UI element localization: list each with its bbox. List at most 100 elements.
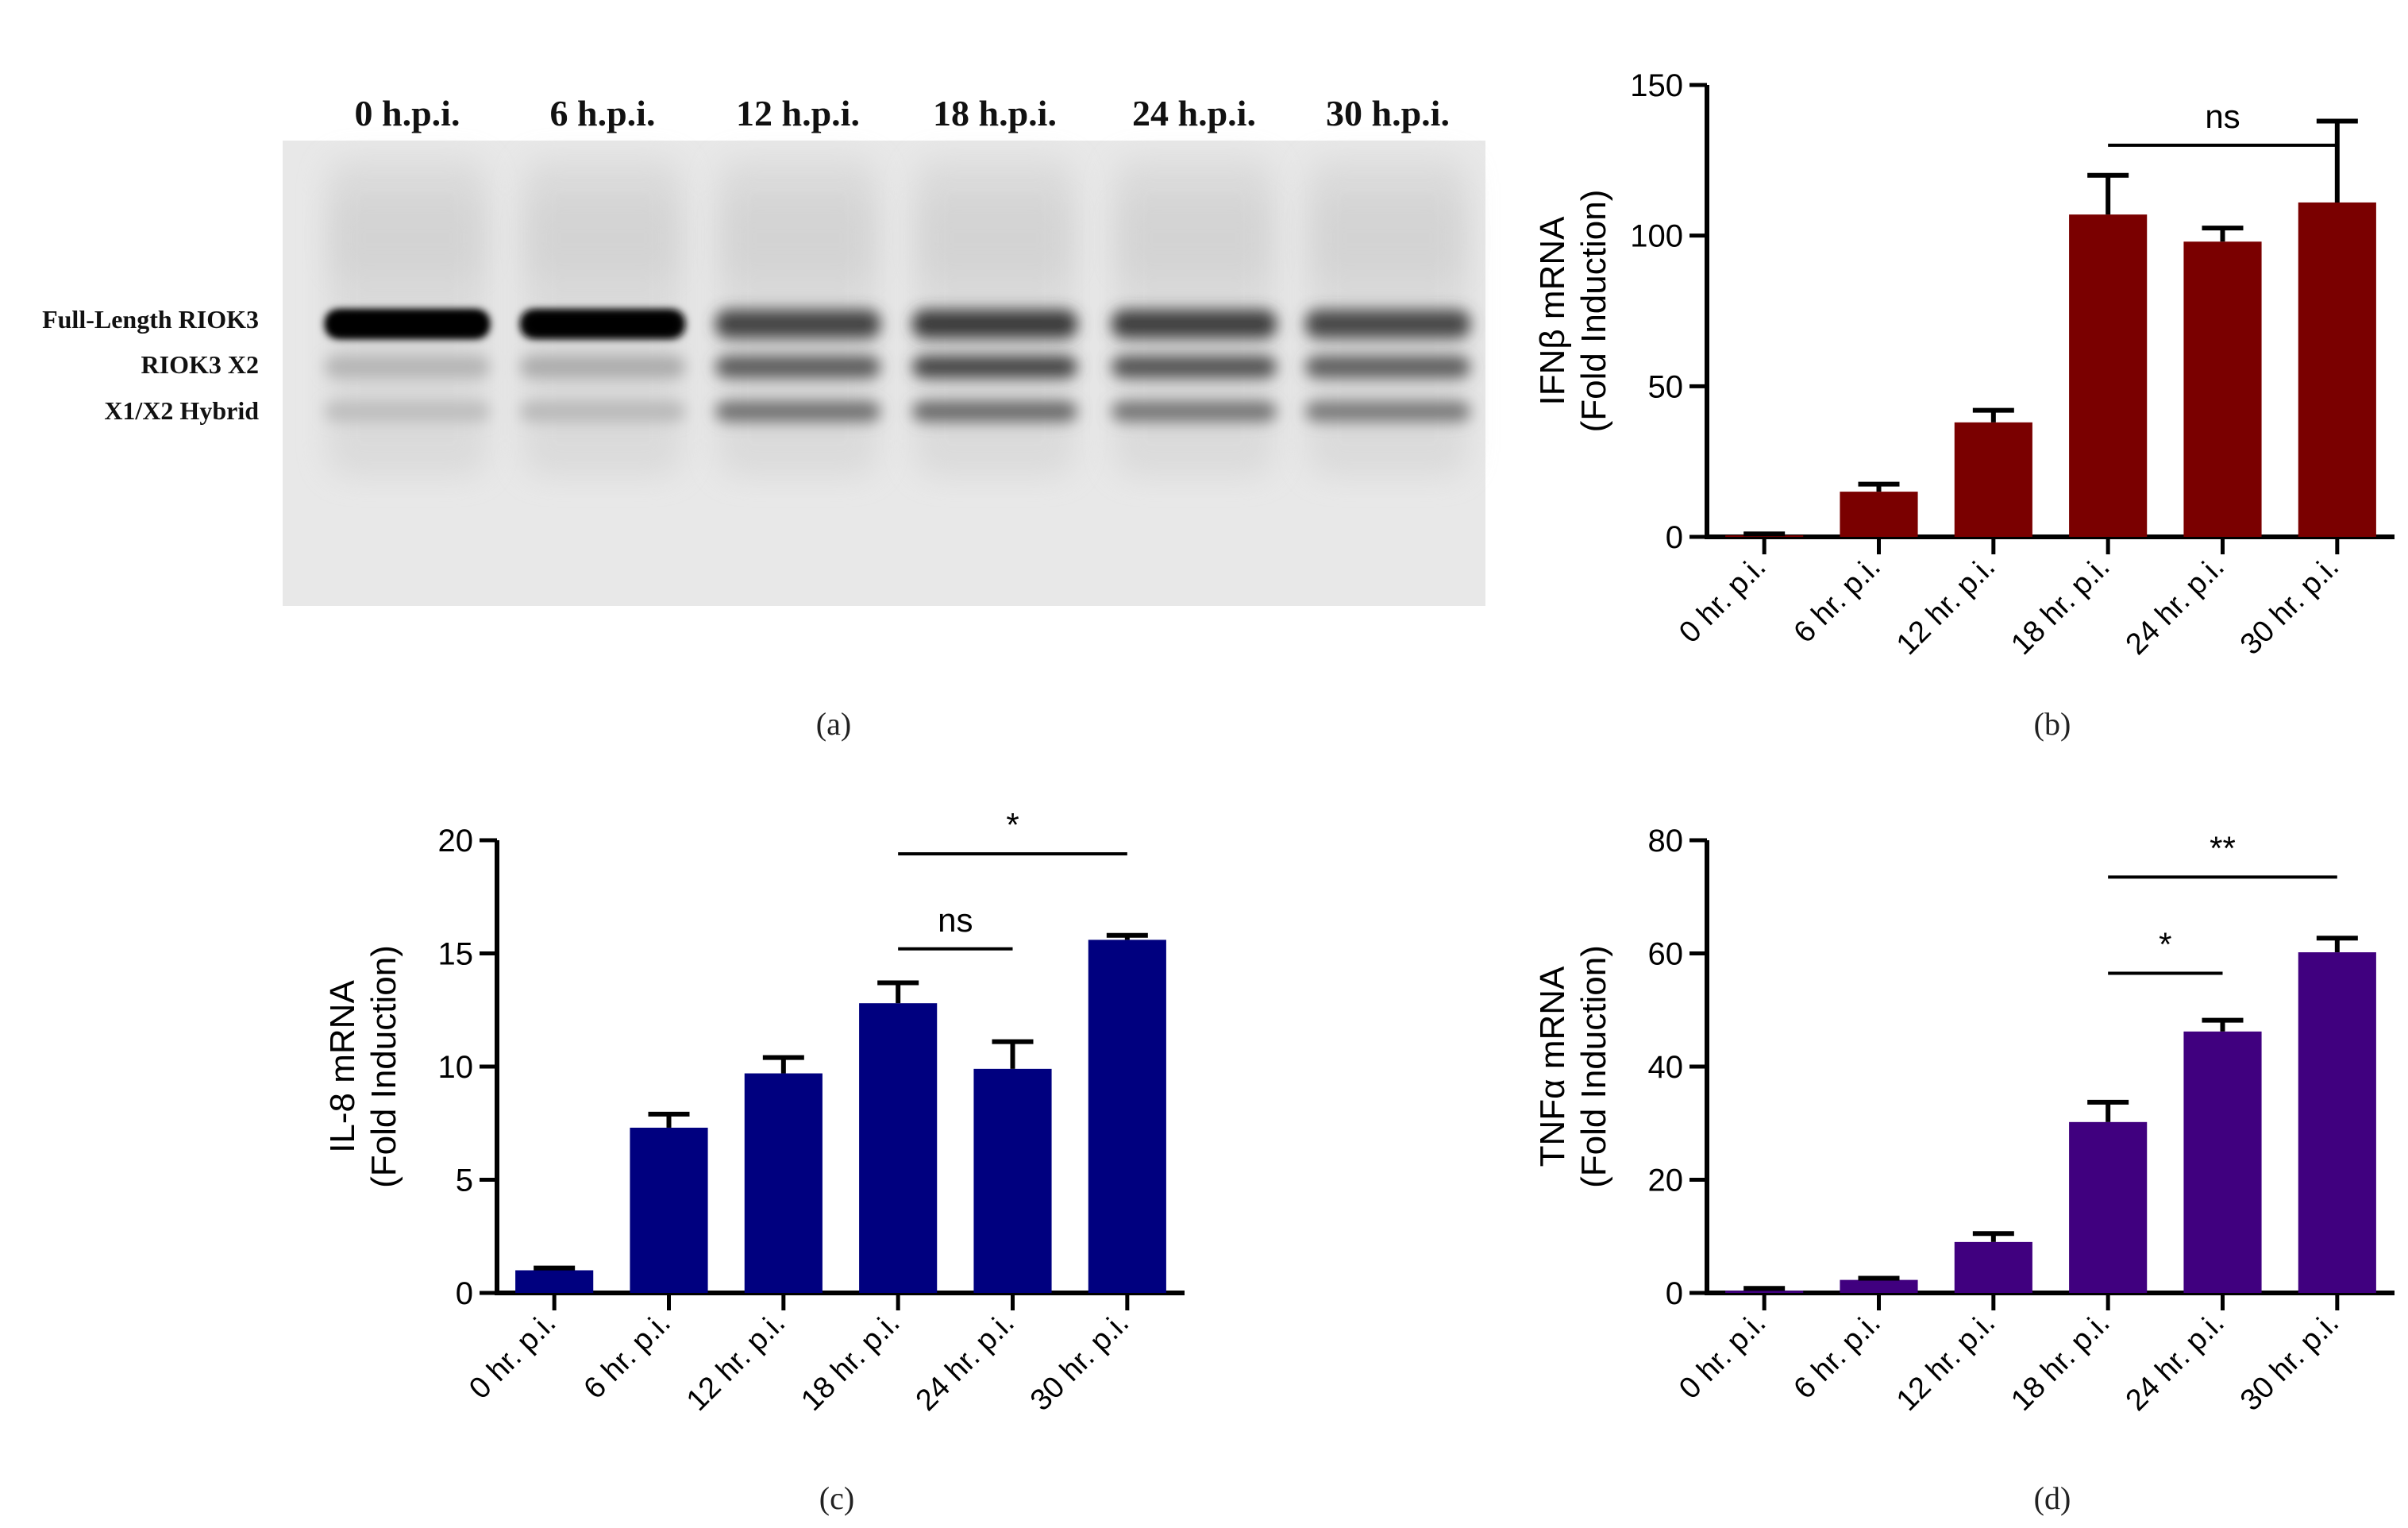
gel-band bbox=[520, 356, 685, 378]
gel-band bbox=[1112, 401, 1277, 422]
x-tick-label: 18 hr. p.i. bbox=[795, 1306, 906, 1418]
gel-band bbox=[1112, 310, 1277, 338]
bar bbox=[2298, 952, 2376, 1293]
x-tick-label: 18 hr. p.i. bbox=[2005, 1306, 2116, 1418]
gel-lane-smear bbox=[1118, 199, 1270, 278]
y-axis-label-line: TNFα mRNA bbox=[1533, 966, 1572, 1167]
gel-panel: 0 h.p.i. 6 h.p.i. 12 h.p.i. 18 h.p.i. 24 h.p… bbox=[42, 93, 1485, 742]
bar bbox=[2183, 1031, 2262, 1293]
gel-lane-smear bbox=[919, 199, 1071, 278]
panel-caption: (d) bbox=[2034, 1480, 2071, 1516]
x-tick-label: 0 hr. p.i. bbox=[1673, 550, 1772, 650]
panel-caption: (c) bbox=[819, 1480, 854, 1516]
panel-a-caption: (a) bbox=[816, 706, 851, 742]
y-tick-label: 0 bbox=[456, 1276, 473, 1311]
il8-chart: 0 5 10 15 20 IL-8 mRNA(Fold Induction) 0 hr. p… bbox=[323, 806, 1185, 1516]
gel-band bbox=[1112, 356, 1277, 378]
x-tick-label: 24 hr. p.i. bbox=[2120, 1306, 2231, 1418]
x-tick-label: 12 hr. p.i. bbox=[680, 1306, 792, 1418]
x-tick-label: 24 hr. p.i. bbox=[910, 1306, 1021, 1418]
gel-band-label: RIOK3 X2 bbox=[141, 350, 259, 379]
x-tick-label: 6 hr. p.i. bbox=[1788, 1306, 1887, 1406]
bar bbox=[2298, 202, 2376, 537]
gel-band bbox=[715, 356, 880, 378]
y-tick-label: 15 bbox=[438, 937, 474, 972]
gel-lane-label: 24 h.p.i. bbox=[1132, 93, 1256, 133]
y-axis-label-line: IFNβ mRNA bbox=[1533, 216, 1572, 406]
bar bbox=[1954, 422, 2032, 537]
gel-lane-smear bbox=[1312, 199, 1464, 278]
x-tick-label: 30 hr. p.i. bbox=[2234, 550, 2345, 662]
bar bbox=[1840, 492, 1918, 537]
y-tick-label: 0 bbox=[1666, 1276, 1683, 1311]
y-tick-label: 0 bbox=[1666, 520, 1683, 555]
ifnb-chart: 0 50 100 150 IFNβ mRNA(Fold Induction) 0 hr. … bbox=[1533, 68, 2395, 742]
gel-band-label: Full-Length RIOK3 bbox=[42, 305, 259, 334]
significance-label: ** bbox=[2210, 829, 2236, 866]
y-tick-label: 100 bbox=[1630, 219, 1683, 254]
y-tick-label: 60 bbox=[1648, 937, 1684, 972]
significance-label: * bbox=[2159, 925, 2171, 963]
gel-lane-smear bbox=[526, 199, 679, 278]
bar bbox=[630, 1127, 708, 1293]
y-axis-label-line: (Fold Induction) bbox=[1574, 945, 1613, 1188]
y-axis-label: TNFα mRNA(Fold Induction) bbox=[1533, 945, 1613, 1188]
y-axis-label: IFNβ mRNA(Fold Induction) bbox=[1533, 190, 1613, 433]
gel-lane-label: 12 h.p.i. bbox=[736, 93, 860, 133]
bar bbox=[2069, 1121, 2148, 1293]
x-tick-label: 30 hr. p.i. bbox=[2234, 1306, 2345, 1418]
gel-lane-label: 0 h.p.i. bbox=[355, 93, 460, 133]
bar bbox=[1725, 1291, 1804, 1293]
significance-label: ns bbox=[938, 901, 973, 939]
y-tick-label: 20 bbox=[1648, 1163, 1684, 1198]
y-axis-label-line: (Fold Induction) bbox=[364, 945, 403, 1188]
gel-lane-label: 30 h.p.i. bbox=[1326, 93, 1450, 133]
bar bbox=[2183, 241, 2262, 537]
x-tick-label: 0 hr. p.i. bbox=[463, 1306, 562, 1406]
x-tick-label: 0 hr. p.i. bbox=[1673, 1306, 1772, 1406]
x-tick-label: 18 hr. p.i. bbox=[2005, 550, 2116, 662]
y-tick-label: 10 bbox=[438, 1050, 474, 1085]
tnfa-chart: 0 20 40 60 80 TNFα mRNA(Fold Induction) 0 hr. … bbox=[1533, 824, 2395, 1516]
gel-lane-smear bbox=[331, 199, 484, 278]
gel-band bbox=[715, 310, 880, 338]
gel-lane-smear bbox=[722, 199, 874, 278]
gel-band bbox=[329, 312, 485, 336]
gel-lane-label: 18 h.p.i. bbox=[933, 93, 1057, 133]
y-tick-label: 80 bbox=[1648, 824, 1684, 859]
gel-band bbox=[520, 401, 685, 422]
gel-lane-labels: 0 h.p.i. 6 h.p.i. 12 h.p.i. 18 h.p.i. 24 h.p… bbox=[355, 93, 1450, 133]
x-tick-label: 12 hr. p.i. bbox=[1890, 1306, 2002, 1418]
x-tick-label: 24 hr. p.i. bbox=[2120, 550, 2231, 662]
y-axis-label-line: IL-8 mRNA bbox=[323, 980, 362, 1153]
gel-lane-label: 6 h.p.i. bbox=[550, 93, 656, 133]
gel-band bbox=[1305, 356, 1470, 378]
bar bbox=[2069, 214, 2148, 537]
y-tick-label: 150 bbox=[1630, 68, 1683, 103]
gel-band bbox=[1305, 310, 1470, 338]
significance-label: ns bbox=[2205, 98, 2240, 135]
y-tick-label: 40 bbox=[1648, 1050, 1684, 1085]
x-tick-label: 12 hr. p.i. bbox=[1890, 550, 2002, 662]
y-tick-label: 20 bbox=[438, 824, 474, 859]
y-tick-label: 50 bbox=[1648, 369, 1684, 404]
gel-bands bbox=[325, 310, 1470, 422]
bar bbox=[744, 1073, 823, 1293]
bar bbox=[515, 1270, 594, 1293]
gel-band bbox=[912, 310, 1077, 338]
gel-band-label: X1/X2 Hybrid bbox=[104, 396, 259, 425]
gel-band-labels: Full-Length RIOK3 RIOK3 X2 X1/X2 Hybrid bbox=[42, 305, 259, 425]
y-axis-label: IL-8 mRNA(Fold Induction) bbox=[323, 945, 403, 1188]
bar bbox=[1954, 1241, 2032, 1293]
y-axis-label-line: (Fold Induction) bbox=[1574, 190, 1613, 433]
bar bbox=[973, 1068, 1052, 1293]
gel-band bbox=[912, 401, 1077, 422]
x-tick-label: 6 hr. p.i. bbox=[578, 1306, 677, 1406]
panel-caption: (b) bbox=[2034, 706, 2071, 742]
gel-band bbox=[715, 401, 880, 422]
gel-band bbox=[912, 356, 1077, 378]
gel-band bbox=[525, 312, 680, 336]
x-tick-label: 30 hr. p.i. bbox=[1024, 1306, 1135, 1418]
y-tick-label: 5 bbox=[456, 1163, 473, 1198]
